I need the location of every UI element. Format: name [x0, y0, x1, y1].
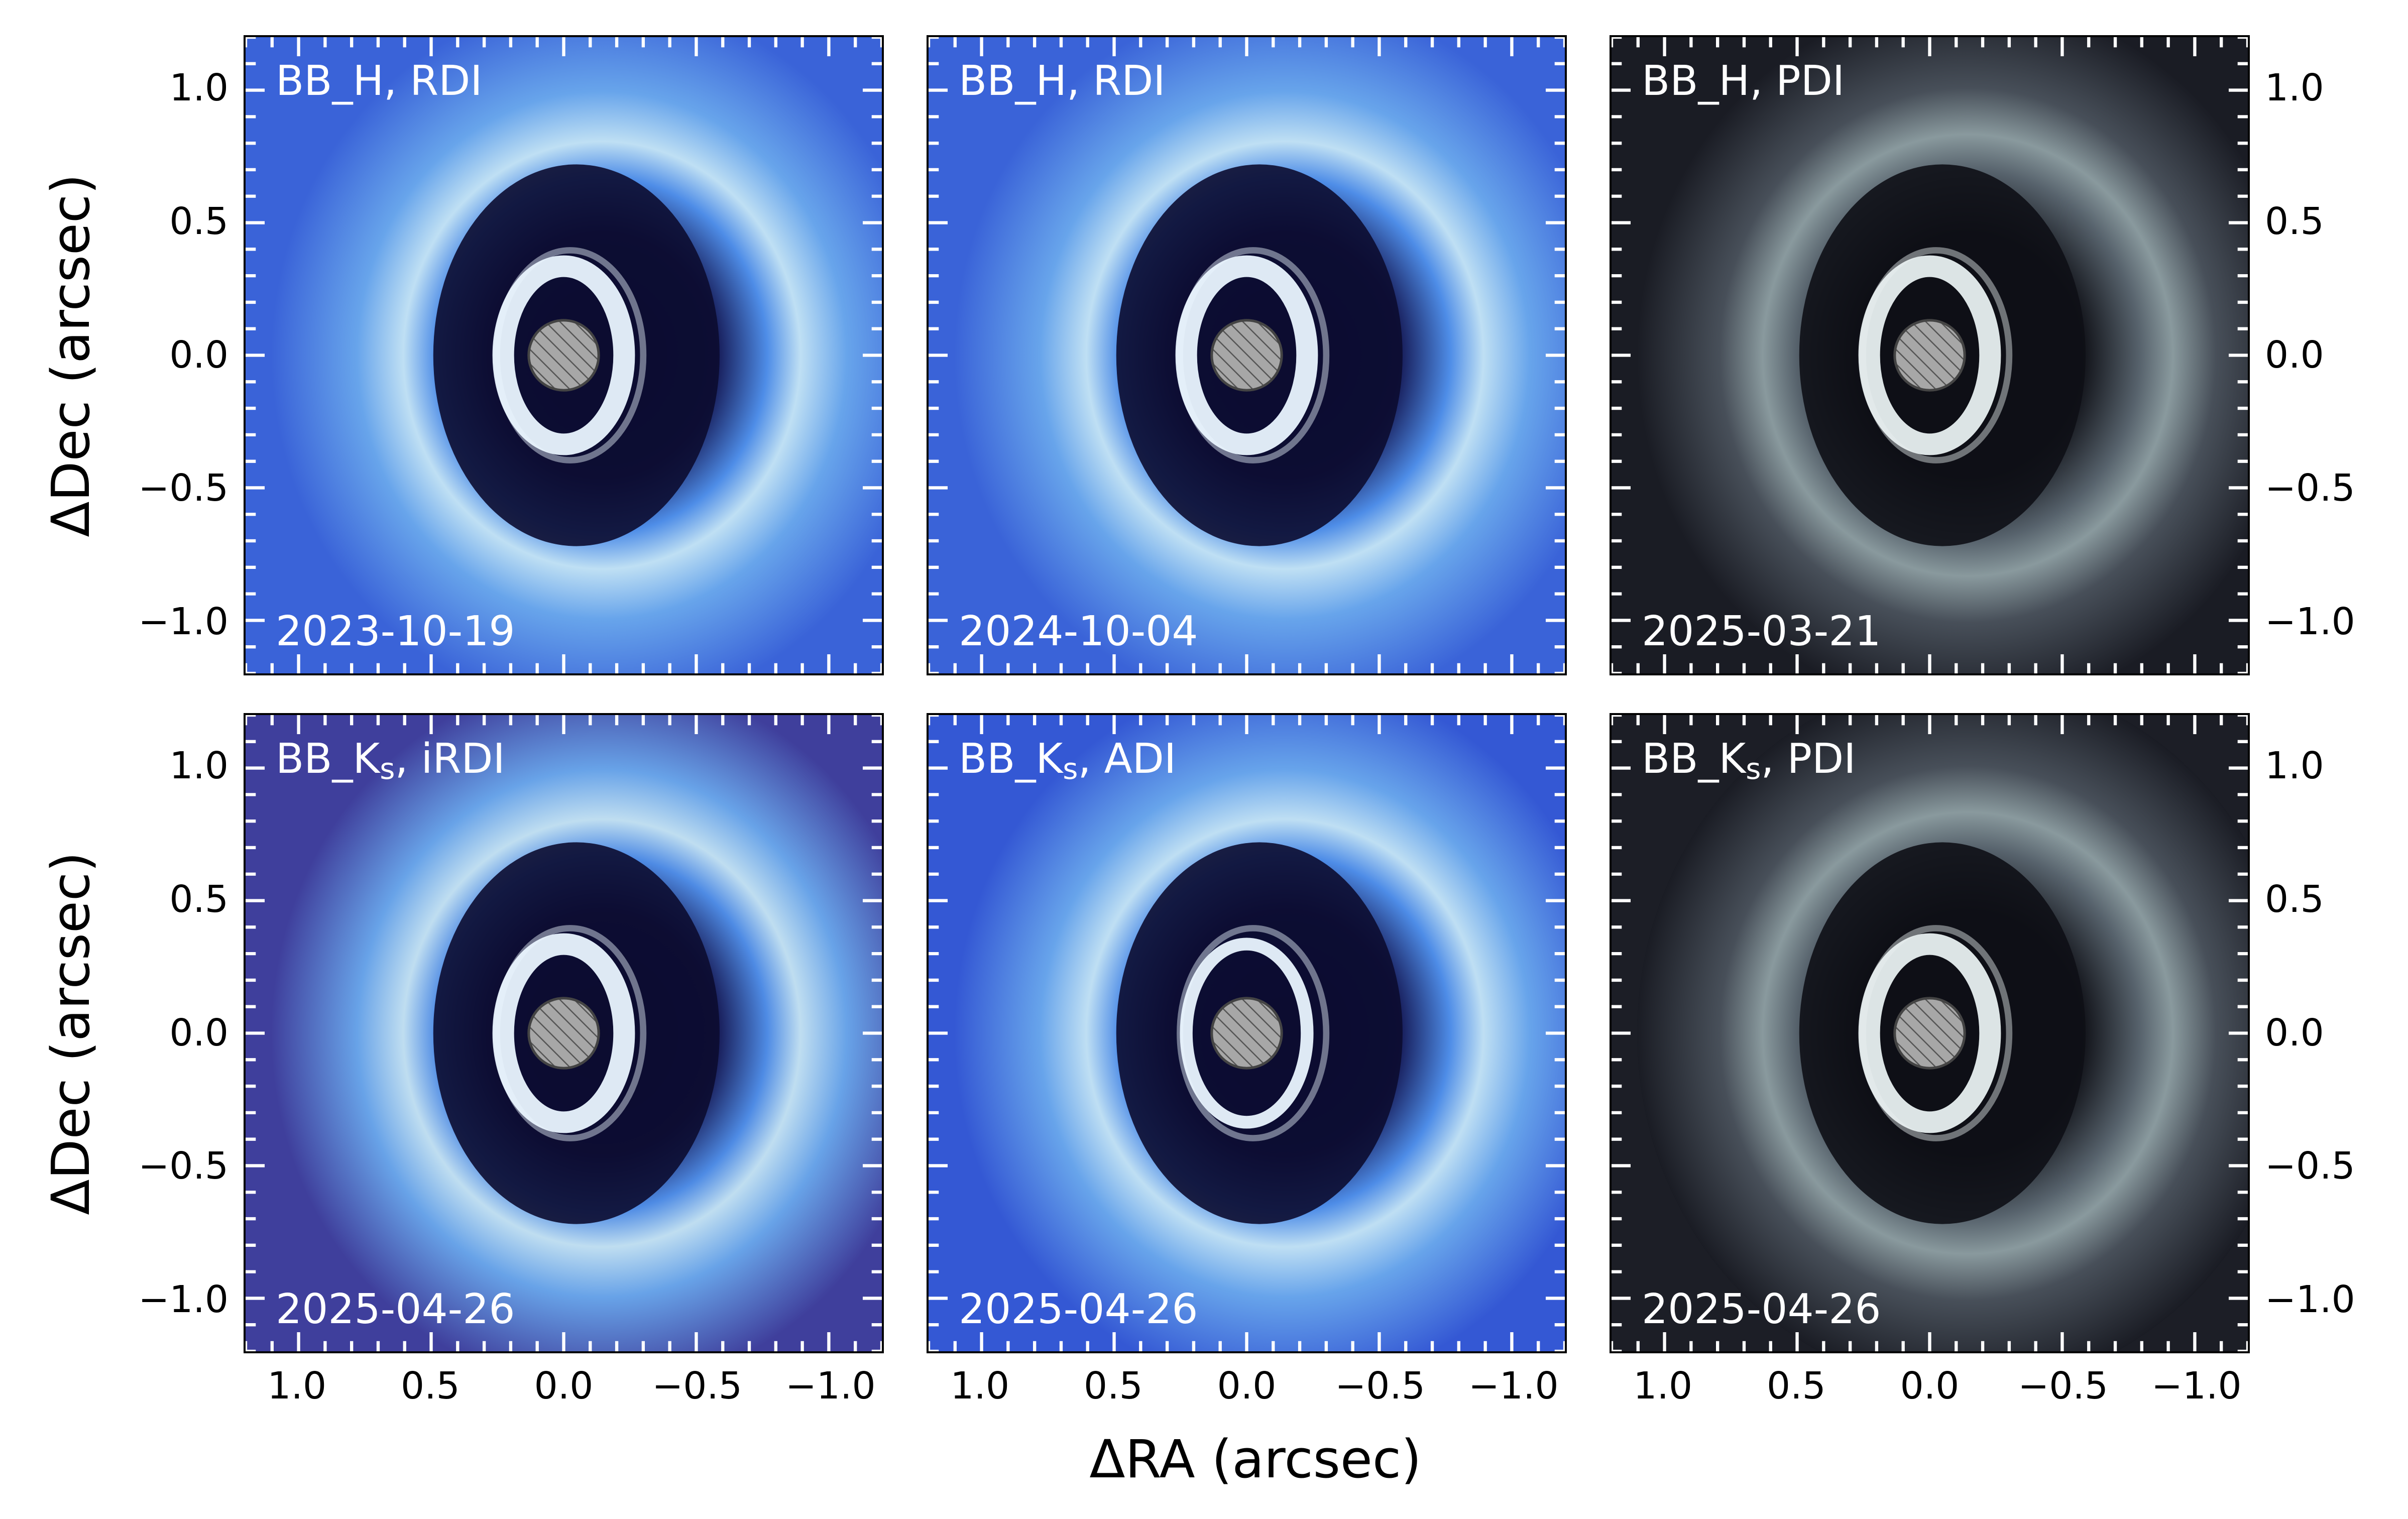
- panel-ticks: [929, 37, 1565, 673]
- y-tick-label: 1.0: [2265, 744, 2324, 788]
- y-tick-label: 1.0: [2265, 66, 2324, 110]
- panel-ticks: [1612, 37, 2248, 673]
- y-tick-label: 0.5: [169, 199, 228, 243]
- disk-image-1: [246, 37, 882, 673]
- band-subscript: s: [380, 752, 395, 786]
- y-tick-label: −1.0: [2265, 1277, 2355, 1321]
- y-tick-label: 0.0: [2265, 333, 2324, 377]
- band-name: BB_H: [276, 57, 384, 105]
- image-panel-5: BB_Ks, ADI 2025-04-26: [927, 713, 1567, 1353]
- x-tick-label: −0.5: [652, 1364, 742, 1408]
- image-panel-4: BB_Ks, iRDI 2025-04-26: [244, 713, 884, 1353]
- panel-ticks: [929, 715, 1565, 1351]
- y-tick-label: 0.0: [169, 333, 228, 377]
- band-name: BB_K: [1642, 735, 1746, 783]
- x-tick-label: 0.5: [1767, 1364, 1826, 1408]
- method-name: , PDI: [1750, 57, 1845, 105]
- x-tick-label: −0.5: [2018, 1364, 2108, 1408]
- x-tick-label: −1.0: [785, 1364, 876, 1408]
- y-tick-label: 0.5: [2265, 199, 2324, 243]
- image-panel-6: BB_Ks, PDI 2025-04-26: [1610, 713, 2250, 1353]
- y-tick-label: 0.5: [169, 877, 228, 921]
- band-name: BB_K: [959, 735, 1063, 783]
- band-subscript: s: [1746, 752, 1761, 786]
- method-name: , iRDI: [395, 735, 505, 783]
- x-tick-label: 1.0: [267, 1364, 327, 1408]
- band-subscript: s: [1063, 752, 1078, 786]
- y-tick-label: 0.0: [2265, 1011, 2324, 1055]
- panel-date-label: 2024-10-04: [959, 608, 1198, 655]
- disk-image-5: [929, 715, 1565, 1351]
- method-name: , RDI: [1067, 57, 1166, 105]
- disk-image-3: [1612, 37, 2248, 673]
- y-axis-title: ΔDec (arcsec): [40, 173, 101, 537]
- x-tick-label: −0.5: [1335, 1364, 1425, 1408]
- y-tick-label: 1.0: [169, 744, 228, 788]
- x-tick-label: 0.0: [534, 1364, 594, 1408]
- y-axis-title: ΔDec (arcsec): [40, 851, 101, 1215]
- panel-band-label: BB_H, RDI: [959, 57, 1166, 105]
- x-tick-label: −1.0: [1468, 1364, 1559, 1408]
- image-panel-1: BB_H, RDI 2023-10-19: [244, 35, 884, 675]
- disk-image-6: [1612, 715, 2248, 1351]
- panel-band-label: BB_Ks, iRDI: [276, 735, 505, 786]
- panel-date-label: 2025-04-26: [1642, 1286, 1881, 1333]
- x-axis-title: ΔRA (arcsec): [1089, 1429, 1422, 1490]
- x-tick-label: 0.0: [1217, 1364, 1277, 1408]
- x-tick-label: −1.0: [2151, 1364, 2242, 1408]
- band-name: BB_H: [959, 57, 1067, 105]
- y-tick-label: 0.5: [2265, 877, 2324, 921]
- x-tick-label: 1.0: [950, 1364, 1010, 1408]
- disk-image-2: [929, 37, 1565, 673]
- panel-ticks: [246, 37, 882, 673]
- x-tick-label: 0.5: [1084, 1364, 1143, 1408]
- method-name: , RDI: [384, 57, 483, 105]
- image-panel-2: BB_H, RDI 2024-10-04: [927, 35, 1567, 675]
- method-name: , ADI: [1078, 735, 1177, 783]
- band-name: BB_H: [1642, 57, 1750, 105]
- panel-date-label: 2023-10-19: [276, 608, 515, 655]
- panel-ticks: [1612, 715, 2248, 1351]
- panel-band-label: BB_Ks, PDI: [1642, 735, 1856, 786]
- y-tick-label: 0.0: [169, 1011, 228, 1055]
- x-tick-label: 1.0: [1633, 1364, 1693, 1408]
- y-tick-label: −1.0: [138, 600, 228, 643]
- y-tick-label: −0.5: [2265, 1144, 2355, 1188]
- panel-date-label: 2025-04-26: [276, 1286, 515, 1333]
- disk-image-4: [246, 715, 882, 1351]
- y-tick-label: −1.0: [138, 1277, 228, 1321]
- panel-band-label: BB_Ks, ADI: [959, 735, 1176, 786]
- panel-ticks: [246, 715, 882, 1351]
- image-panel-3: BB_H, PDI 2025-03-21: [1610, 35, 2250, 675]
- y-tick-label: 1.0: [169, 66, 228, 110]
- y-tick-label: −0.5: [138, 1144, 228, 1188]
- method-name: , PDI: [1761, 735, 1856, 783]
- x-tick-label: 0.0: [1900, 1364, 1960, 1408]
- y-tick-label: −0.5: [2265, 466, 2355, 510]
- y-tick-label: −0.5: [138, 466, 228, 510]
- panel-date-label: 2025-03-21: [1642, 608, 1881, 655]
- x-tick-label: 0.5: [401, 1364, 460, 1408]
- band-name: BB_K: [276, 735, 380, 783]
- y-tick-label: −1.0: [2265, 600, 2355, 643]
- panel-date-label: 2025-04-26: [959, 1286, 1198, 1333]
- panel-band-label: BB_H, RDI: [276, 57, 483, 105]
- panel-band-label: BB_H, PDI: [1642, 57, 1845, 105]
